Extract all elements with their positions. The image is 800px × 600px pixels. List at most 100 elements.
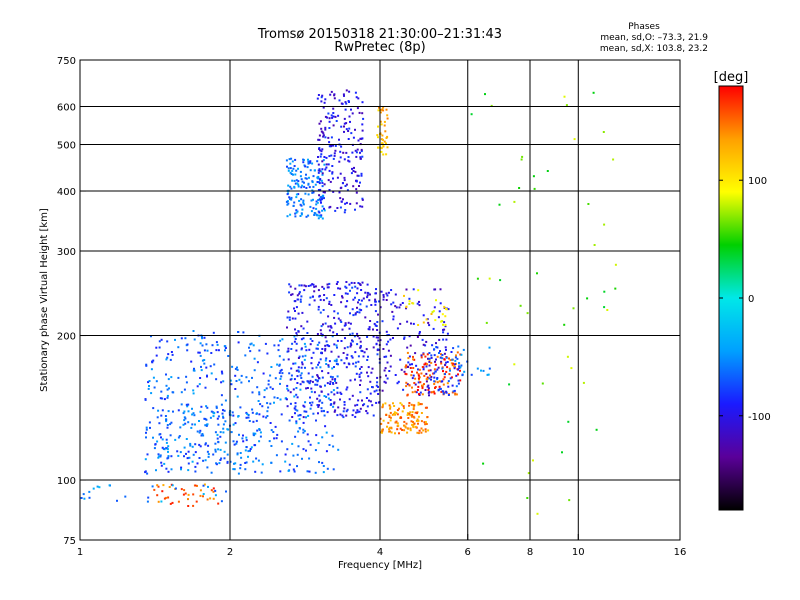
data-point xyxy=(456,357,459,360)
data-point xyxy=(313,169,316,172)
data-point xyxy=(297,445,300,448)
data-point xyxy=(287,389,290,392)
data-point xyxy=(322,191,325,194)
data-point xyxy=(457,368,460,371)
data-point xyxy=(430,354,433,357)
data-point xyxy=(347,156,350,158)
data-point xyxy=(369,392,372,395)
data-point xyxy=(321,131,324,134)
data-point xyxy=(370,371,373,374)
data-point xyxy=(366,294,369,297)
data-point xyxy=(344,285,347,288)
data-point xyxy=(287,169,290,172)
data-point xyxy=(327,393,330,396)
data-point xyxy=(399,427,402,430)
data-point xyxy=(183,416,186,419)
data-point xyxy=(335,283,338,285)
data-point xyxy=(300,186,303,189)
data-point xyxy=(388,430,391,433)
data-point xyxy=(304,345,307,348)
data-point xyxy=(453,365,456,368)
data-point xyxy=(204,459,207,462)
data-point xyxy=(361,198,364,201)
data-point xyxy=(274,425,277,428)
data-point xyxy=(352,409,355,412)
data-point xyxy=(348,127,351,130)
data-point xyxy=(312,207,315,210)
data-point xyxy=(287,347,290,350)
data-point xyxy=(148,421,151,424)
data-point xyxy=(386,117,389,120)
data-point xyxy=(193,369,196,372)
data-point xyxy=(442,323,444,326)
data-point xyxy=(374,303,377,306)
data-point xyxy=(343,211,346,214)
data-point xyxy=(279,339,282,342)
data-point xyxy=(442,383,445,386)
data-point xyxy=(405,305,408,308)
data-point xyxy=(416,418,419,421)
data-point xyxy=(356,292,359,295)
data-point xyxy=(433,392,436,395)
data-point xyxy=(196,462,199,465)
data-point xyxy=(411,363,413,366)
data-point xyxy=(183,410,186,413)
data-point xyxy=(325,431,328,434)
data-point xyxy=(381,320,384,323)
data-point xyxy=(196,430,199,433)
data-point xyxy=(202,495,204,498)
data-point xyxy=(413,382,416,384)
data-point xyxy=(202,434,205,437)
data-point xyxy=(292,468,295,471)
data-point xyxy=(337,406,340,409)
data-point xyxy=(215,341,218,344)
data-point xyxy=(288,318,291,321)
data-point xyxy=(376,381,379,384)
data-point xyxy=(148,380,151,382)
data-point xyxy=(247,450,250,453)
data-point xyxy=(290,187,293,190)
data-point xyxy=(299,300,302,303)
data-point xyxy=(304,165,307,168)
data-point xyxy=(382,403,384,406)
data-point xyxy=(369,293,371,296)
data-point xyxy=(388,426,391,429)
data-point xyxy=(293,201,296,204)
data-point xyxy=(313,299,316,302)
data-point xyxy=(360,299,363,302)
data-point xyxy=(203,336,206,339)
data-point xyxy=(382,428,384,431)
data-point xyxy=(299,175,302,178)
data-point xyxy=(316,397,319,400)
data-point xyxy=(439,387,442,390)
data-point xyxy=(336,176,339,179)
data-point xyxy=(350,355,353,358)
data-point xyxy=(305,173,307,176)
data-point xyxy=(414,390,417,393)
data-point xyxy=(350,281,353,284)
data-point xyxy=(405,288,408,291)
data-point xyxy=(222,416,225,419)
data-point xyxy=(258,393,261,396)
data-point xyxy=(319,178,321,181)
data-point xyxy=(206,450,209,453)
data-point xyxy=(367,366,370,369)
data-point xyxy=(279,382,281,385)
data-point xyxy=(318,394,321,397)
data-point xyxy=(410,415,413,418)
data-point xyxy=(284,460,287,463)
data-point xyxy=(314,285,317,288)
data-point xyxy=(427,388,430,391)
data-point xyxy=(303,181,305,184)
data-point xyxy=(367,355,369,358)
data-point xyxy=(377,109,380,112)
data-point xyxy=(406,414,409,416)
data-point xyxy=(207,444,210,447)
data-point xyxy=(321,205,324,208)
data-point xyxy=(242,331,245,334)
data-point xyxy=(183,455,185,458)
data-point xyxy=(172,410,174,413)
data-point xyxy=(318,148,321,150)
data-point xyxy=(546,170,549,172)
x-axis-ticks: 1 2 4 6 8 10 16 xyxy=(77,534,686,558)
